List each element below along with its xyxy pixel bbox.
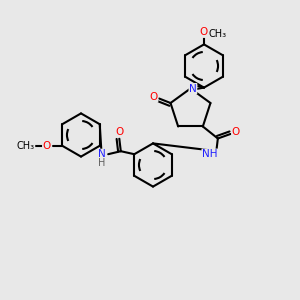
Text: O: O bbox=[232, 128, 240, 137]
Text: O: O bbox=[150, 92, 158, 102]
Text: N: N bbox=[98, 149, 106, 159]
Text: O: O bbox=[43, 141, 51, 151]
Text: CH₃: CH₃ bbox=[16, 141, 35, 151]
Text: O: O bbox=[200, 27, 208, 38]
Text: H: H bbox=[98, 158, 105, 168]
Text: N: N bbox=[189, 83, 197, 94]
Text: CH₃: CH₃ bbox=[208, 29, 226, 39]
Text: O: O bbox=[115, 127, 123, 137]
Text: NH: NH bbox=[202, 149, 218, 159]
